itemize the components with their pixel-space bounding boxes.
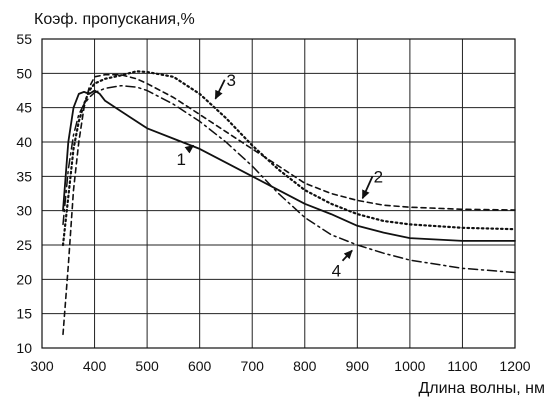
series-line-3 — [61, 70, 517, 247]
y-tick-label: 50 — [16, 65, 32, 81]
plot-frame — [41, 38, 516, 349]
y-axis-title: Коэф. пропускания,% — [34, 11, 195, 28]
curve-1-arrow — [184, 144, 195, 154]
x-tick-label: 500 — [135, 358, 159, 374]
annotation-layer: 1 2 3 4 — [177, 71, 384, 280]
x-tick-label: 900 — [346, 358, 370, 374]
y-tick-label: 15 — [16, 306, 32, 322]
series-layer — [61, 70, 517, 336]
x-tick-label: 800 — [293, 358, 317, 374]
grid — [41, 38, 516, 349]
y-tick-label: 20 — [16, 271, 32, 287]
tick-labels: 300 400 500 600 700 800 900 1000 1100 1200 10 15 20 2… — [16, 31, 530, 374]
curve-label-1: 1 — [177, 150, 186, 169]
y-tick-label: 45 — [16, 100, 32, 116]
y-tick-label: 35 — [16, 168, 32, 184]
x-tick-label: 600 — [188, 358, 212, 374]
curve-2-arrow — [361, 175, 374, 200]
x-tick-label: 1000 — [394, 358, 425, 374]
curve-label-4: 4 — [332, 261, 341, 280]
curve-4-arrow — [341, 249, 353, 262]
series-line-1 — [62, 89, 516, 242]
x-tick-label: 1200 — [499, 358, 530, 374]
y-tick-label: 10 — [16, 340, 32, 356]
y-tick-label: 40 — [16, 134, 32, 150]
x-tick-label: 300 — [30, 358, 54, 374]
x-tick-label: 400 — [83, 358, 107, 374]
y-tick-label: 30 — [16, 203, 32, 219]
series-line-2 — [62, 73, 516, 336]
curve-3-arrow — [214, 79, 226, 100]
y-tick-label: 55 — [16, 31, 32, 47]
x-axis-title: Длина волны, нм — [418, 380, 545, 397]
curve-label-3: 3 — [226, 71, 235, 90]
x-tick-label: 700 — [241, 358, 265, 374]
y-tick-label: 25 — [16, 237, 32, 253]
x-tick-label: 1100 — [447, 358, 477, 374]
series-line-4 — [62, 84, 516, 274]
curve-label-2: 2 — [374, 167, 383, 186]
